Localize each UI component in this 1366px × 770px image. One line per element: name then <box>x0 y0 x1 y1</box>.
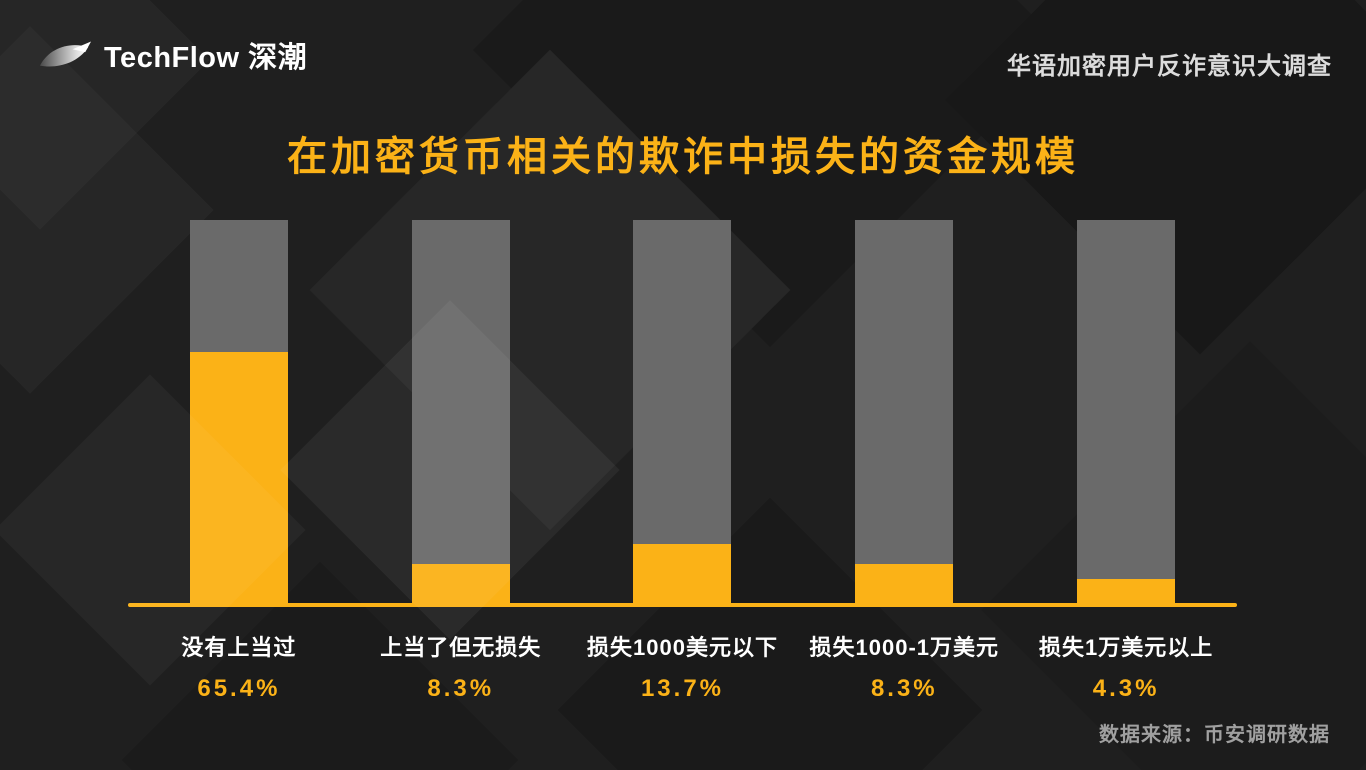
chart-title: 在加密货币相关的欺诈中损失的资金规模 <box>287 135 1079 179</box>
survey-title: 华语加密用户反诈意识大调查 <box>1007 53 1332 80</box>
bar-chart: 没有上当过 65.4% 上当了但无损失 8.3% 损失1000美元以下 13.7% 损失10… <box>128 220 1237 702</box>
bar-group: 上当了但无损失 8.3% <box>350 220 572 703</box>
value-label: 4.3% <box>1092 675 1160 702</box>
techflow-logo: TechFlow 深潮 <box>38 34 307 76</box>
bar-track <box>189 220 288 603</box>
bar-track <box>1077 220 1176 603</box>
value-label: 65.4% <box>197 675 281 702</box>
value-label: 8.3% <box>870 675 938 702</box>
category-label: 上当了但无损失 <box>380 635 542 660</box>
bar-fill <box>855 564 954 603</box>
data-source: 数据来源：币安调研数据 <box>1099 724 1330 746</box>
bar-fill <box>633 544 732 603</box>
value-label: 13.7% <box>640 675 725 702</box>
bar-group: 没有上当过 65.4% <box>128 220 350 703</box>
bar-fill <box>1077 579 1176 603</box>
brand-text: TechFlow 深潮 <box>104 42 308 74</box>
category-label: 没有上当过 <box>181 635 297 660</box>
bar-track <box>411 220 510 603</box>
bar-track <box>855 220 954 603</box>
category-label: 损失1000美元以下 <box>587 635 778 660</box>
category-label: 损失1000-1万美元 <box>809 635 1000 660</box>
bar-columns: 没有上当过 65.4% 上当了但无损失 8.3% 损失1000美元以下 13.7% 损失10… <box>128 220 1237 702</box>
chart-baseline <box>128 603 1237 607</box>
bar-track <box>633 220 732 603</box>
bar-group: 损失1000美元以下 13.7% <box>572 220 794 703</box>
techflow-leaf-icon <box>39 41 92 67</box>
bar-fill <box>411 564 510 603</box>
bar-group: 损失1万美元以上 4.3% <box>1015 220 1237 703</box>
category-label: 损失1万美元以上 <box>1038 635 1214 660</box>
value-label: 8.3% <box>427 675 495 702</box>
bar-group: 损失1000-1万美元 8.3% <box>793 220 1015 703</box>
bar-fill <box>189 352 288 603</box>
